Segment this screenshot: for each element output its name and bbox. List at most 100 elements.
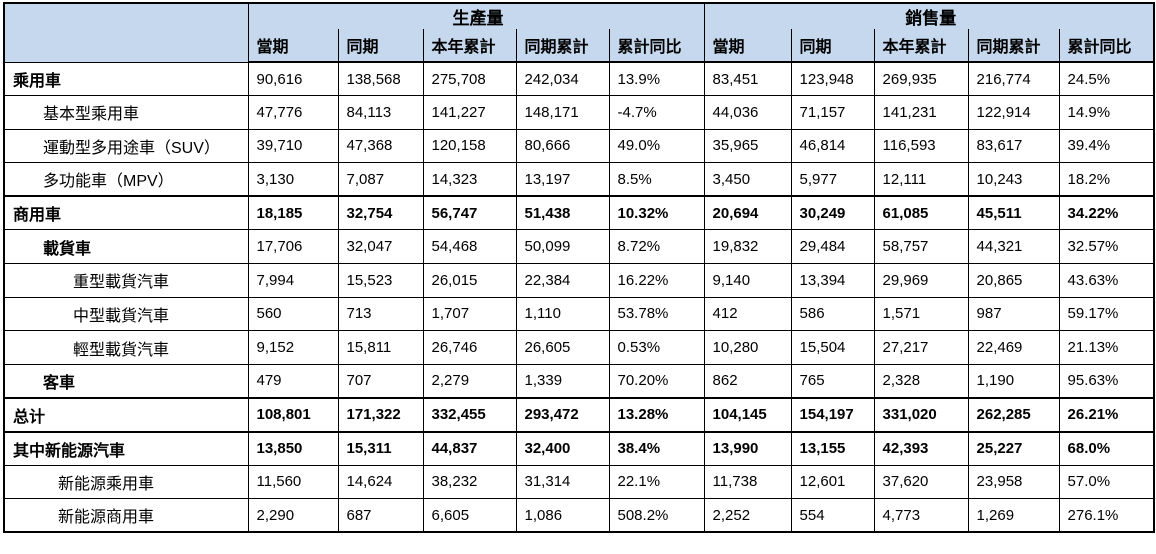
cell-sales-current: 862 [703, 363, 792, 399]
vehicle-production-sales-table: 生產量 銷售量 當期 同期 本年累計 同期累計 累計同比 當期 同期 本年累計 同期累計 累計同比… [3, 2, 1156, 534]
subheader-production-prior-year: 同期 [337, 29, 424, 63]
cell-production-current: 39,710 [247, 128, 339, 164]
cell-sales-current: 13,990 [703, 430, 792, 466]
cell-sales-ytd: 27,217 [873, 330, 969, 365]
cell-production-current: 108,801 [247, 396, 339, 433]
cell-sales-ytd: 4,773 [873, 498, 969, 533]
cell-sales-yoy: 68.0% [1058, 430, 1155, 466]
table-row: 重型載貨汽車 7,994 15,523 26,015 22,384 16.22% 9,140… [3, 263, 1155, 298]
table-row: 輕型載貨汽車 9,152 15,811 26,746 26,605 0.53% 10,280… [3, 330, 1155, 365]
cell-production-ytd: 26,015 [422, 263, 517, 298]
cell-production-ytd: 275,708 [422, 61, 517, 97]
cell-production-yoy: 10.32% [608, 195, 705, 231]
corner-cell [3, 2, 249, 62]
cell-production-yoy: 0.53% [608, 330, 705, 365]
cell-sales-prior-ytd: 83,617 [967, 128, 1060, 164]
cell-production-prior-ytd: 242,034 [515, 61, 610, 97]
cell-sales-prior-year: 13,394 [790, 263, 875, 298]
cell-sales-current: 35,965 [703, 128, 792, 164]
subheader-production-yoy: 累計同比 [608, 29, 705, 63]
cell-sales-ytd: 331,020 [873, 396, 969, 433]
cell-sales-prior-ytd: 262,285 [967, 396, 1060, 433]
cell-sales-prior-year: 554 [790, 498, 875, 533]
cell-sales-prior-ytd: 122,914 [967, 95, 1060, 130]
subheader-sales-prior-year: 同期 [790, 29, 875, 63]
cell-production-yoy: 70.20% [608, 363, 705, 399]
cell-sales-prior-ytd: 1,190 [967, 363, 1060, 399]
row-label: 重型載貨汽車 [3, 263, 249, 298]
cell-production-prior-year: 84,113 [337, 95, 424, 130]
cell-production-prior-year: 7,087 [337, 162, 424, 197]
cell-sales-prior-year: 765 [790, 363, 875, 399]
cell-production-ytd: 1,707 [422, 296, 517, 332]
cell-production-current: 17,706 [247, 229, 339, 265]
cell-sales-current: 104,145 [703, 396, 792, 433]
cell-production-prior-year: 15,811 [337, 330, 424, 365]
cell-sales-prior-ytd: 987 [967, 296, 1060, 332]
cell-production-prior-ytd: 26,605 [515, 330, 610, 365]
cell-sales-ytd: 58,757 [873, 229, 969, 265]
cell-sales-current: 412 [703, 296, 792, 332]
row-label: 基本型乘用車 [3, 95, 249, 130]
row-label: 輕型載貨汽車 [3, 330, 249, 365]
cell-production-current: 3,130 [247, 162, 339, 197]
cell-sales-current: 19,832 [703, 229, 792, 265]
sub-header-row: 當期 同期 本年累計 同期累計 累計同比 當期 同期 本年累計 同期累計 累計同比 [4, 29, 1155, 63]
row-label: 乘用車 [3, 61, 249, 97]
row-label: 总计 [3, 396, 249, 433]
table-row: 客車 479 707 2,279 1,339 70.20% 862 765 2,328 1,190… [3, 363, 1155, 399]
cell-sales-ytd: 116,593 [873, 128, 969, 164]
cell-production-prior-ytd: 13,197 [515, 162, 610, 197]
cell-production-current: 18,185 [247, 195, 339, 231]
cell-sales-prior-year: 30,249 [790, 195, 875, 231]
row-label: 新能源商用車 [3, 498, 249, 533]
cell-production-prior-year: 32,047 [337, 229, 424, 265]
table-body: 乘用車 90,616 138,568 275,708 242,034 13.9% 83,45… [3, 61, 1155, 533]
cell-production-current: 11,560 [247, 464, 339, 500]
cell-production-yoy: 8.5% [608, 162, 705, 197]
cell-sales-prior-year: 71,157 [790, 95, 875, 130]
cell-production-prior-year: 138,568 [337, 61, 424, 97]
cell-sales-prior-year: 123,948 [790, 61, 875, 97]
cell-production-ytd: 141,227 [422, 95, 517, 130]
cell-sales-current: 83,451 [703, 61, 792, 97]
cell-production-prior-year: 32,754 [337, 195, 424, 231]
table-row: 总计 108,801 171,322 332,455 293,472 13.28% 104,… [3, 396, 1155, 433]
cell-production-prior-year: 171,322 [337, 396, 424, 433]
cell-production-prior-year: 687 [337, 498, 424, 533]
cell-production-prior-ytd: 51,438 [515, 195, 610, 231]
cell-sales-prior-ytd: 10,243 [967, 162, 1060, 197]
cell-production-ytd: 332,455 [422, 396, 517, 433]
cell-sales-prior-year: 13,155 [790, 430, 875, 466]
cell-production-yoy: 22.1% [608, 464, 705, 500]
table-header: 生產量 銷售量 當期 同期 本年累計 同期累計 累計同比 當期 同期 本年累計 同期累計 累計同比 [3, 2, 1155, 63]
sales-group-header: 銷售量 [703, 2, 1155, 29]
cell-production-current: 7,994 [247, 263, 339, 298]
cell-production-prior-year: 47,368 [337, 128, 424, 164]
cell-sales-prior-ytd: 45,511 [967, 195, 1060, 231]
cell-sales-yoy: 21.13% [1058, 330, 1155, 365]
cell-production-ytd: 6,605 [422, 498, 517, 533]
cell-production-current: 9,152 [247, 330, 339, 365]
cell-production-prior-year: 713 [337, 296, 424, 332]
cell-production-ytd: 44,837 [422, 430, 517, 466]
cell-sales-yoy: 57.0% [1058, 464, 1155, 500]
cell-production-yoy: 38.4% [608, 430, 705, 466]
cell-production-prior-year: 707 [337, 363, 424, 399]
cell-sales-prior-ytd: 216,774 [967, 61, 1060, 97]
cell-production-prior-year: 15,311 [337, 430, 424, 466]
cell-production-current: 47,776 [247, 95, 339, 130]
cell-sales-yoy: 14.9% [1058, 95, 1155, 130]
cell-production-yoy: 16.22% [608, 263, 705, 298]
cell-sales-current: 3,450 [703, 162, 792, 197]
cell-sales-prior-year: 15,504 [790, 330, 875, 365]
cell-sales-yoy: 34.22% [1058, 195, 1155, 231]
cell-production-prior-year: 14,624 [337, 464, 424, 500]
table-row: 新能源乘用車 11,560 14,624 38,232 31,314 22.1% 11,73… [3, 464, 1155, 500]
cell-production-prior-ytd: 22,384 [515, 263, 610, 298]
cell-sales-yoy: 43.63% [1058, 263, 1155, 298]
cell-sales-prior-ytd: 23,958 [967, 464, 1060, 500]
cell-sales-prior-year: 12,601 [790, 464, 875, 500]
cell-sales-prior-year: 586 [790, 296, 875, 332]
